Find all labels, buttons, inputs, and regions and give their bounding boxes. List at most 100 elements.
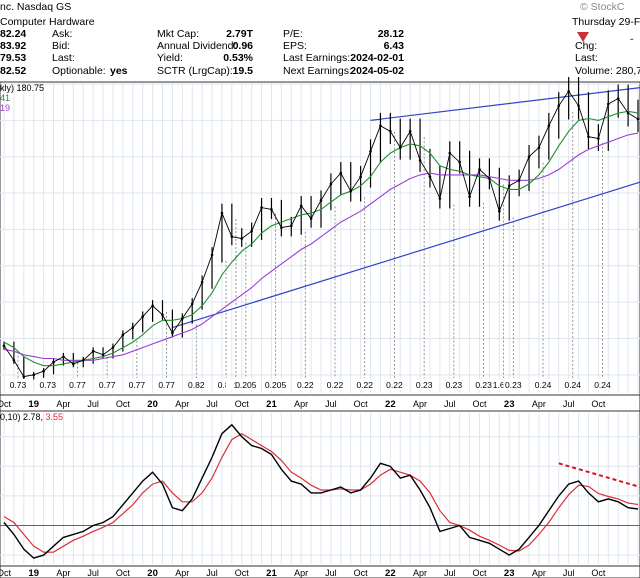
header: nc. Nasdaq GS © StockC Computer Hardware… (0, 1, 640, 77)
ma-short-label: 41 (0, 93, 10, 103)
price-point (270, 208, 273, 211)
dividend-label: 0.23 (505, 380, 522, 390)
price-point (557, 104, 561, 108)
price-point (72, 362, 75, 366)
x-tick-bottom: Apr (56, 568, 70, 578)
dividend-label-bg (354, 379, 375, 390)
price-point (42, 369, 45, 373)
price-point (398, 146, 402, 149)
header-value-c-3: 2024-05-02 (350, 65, 404, 77)
x-tick-top: Apr (413, 399, 427, 409)
dividend-label: 0.22 (356, 380, 373, 390)
dividend-label: 0.73 (39, 380, 56, 390)
price-point (101, 353, 105, 357)
x-tick-bottom: Jul (87, 568, 99, 578)
header-value-c-0: 28.12 (378, 28, 404, 40)
header-label-a-3: Optionable: (52, 65, 106, 77)
macd-panel: 0,10) 2.78, 3.55 (0, 410, 640, 567)
header-value-b-0: 2.79T (226, 28, 253, 40)
dividend-label-bg (126, 379, 147, 390)
dividend-label: 0.205 (235, 380, 257, 390)
price-point (319, 199, 323, 202)
price-point (587, 135, 590, 139)
header-value-1: 83.92 (0, 40, 26, 52)
dividend-label: 0.77 (158, 380, 175, 390)
header-label-b-1: Annual Dividend: (157, 40, 236, 52)
price-point (438, 197, 442, 200)
x-tick-top: Oct (116, 399, 131, 409)
header-right-2: Last: (575, 52, 598, 64)
price-point (527, 155, 531, 159)
dividend-label-bg (473, 379, 494, 390)
x-tick-top: Jul (87, 399, 99, 409)
price-point (32, 373, 36, 377)
x-axis-bottom: Oct 19 Apr Jul Oct 20 Apr Jul Oct 21 Apr Jul Oct 22 Ap… (0, 568, 606, 578)
price-panel: 0.730.730.770.770.770.770.820.8210.2050.… (0, 77, 640, 396)
x-tick-bottom: 22 (385, 568, 396, 578)
chg-sign: - (630, 33, 634, 45)
x-tick-bottom: 21 (266, 568, 277, 578)
x-tick-top: Apr (175, 399, 189, 409)
x-tick-bottom: Jul (206, 568, 218, 578)
macd-divergence-line (558, 462, 640, 488)
x-tick-bottom: 23 (504, 568, 515, 578)
price-panel-frame (0, 81, 640, 396)
header-label-c-1: EPS: (283, 40, 307, 52)
x-tick-bottom: Oct (116, 568, 131, 578)
header-label-b-3: SCTR (LrgCap): (157, 65, 233, 77)
x-tick-bottom: 20 (147, 568, 158, 578)
header-label-a-2: Last: (52, 52, 75, 64)
dividend-label: 0.22 (327, 380, 344, 390)
x-tick-bottom: 19 (28, 568, 39, 578)
down-arrow-icon (577, 32, 589, 42)
ma-long-label: 19 (0, 103, 10, 113)
dividend-label: 0.77 (129, 380, 146, 390)
resistance-trendline (370, 87, 640, 121)
price-point (181, 317, 184, 320)
price-point (240, 237, 244, 240)
dividend-label: 0.22 (297, 380, 314, 390)
price-point (597, 137, 600, 140)
x-tick-top: Jul (325, 399, 337, 409)
x-tick-top: Apr (532, 399, 546, 409)
macd-line (3, 423, 639, 559)
dividend-label: 0.23 (446, 380, 463, 390)
x-tick-top: Apr (294, 399, 308, 409)
x-tick-top: Oct (472, 399, 487, 409)
support-trendline (172, 181, 640, 329)
header-right-3: Volume: 280,7 (575, 65, 640, 77)
ma-short-line (3, 110, 639, 367)
price-point (131, 326, 135, 329)
price-point (250, 229, 253, 233)
company-line: nc. Nasdaq GS (0, 1, 71, 13)
price-point (379, 124, 382, 128)
header-value-b-2: 0.53% (223, 52, 253, 64)
x-tick-bottom: Apr (175, 568, 189, 578)
price-point (151, 304, 154, 308)
dividend-label-bg (8, 379, 28, 390)
dividend-label-bg (503, 379, 524, 390)
x-tick-bottom: Apr (532, 568, 546, 578)
price-point (22, 375, 26, 378)
x-tick-top: 19 (28, 399, 39, 410)
price-point (200, 280, 204, 284)
price-point (230, 235, 234, 238)
x-tick-top: Jul (206, 399, 218, 409)
price-point (210, 253, 214, 257)
x-tick-top: 21 (266, 399, 277, 410)
dividend-label-bg (562, 379, 583, 390)
price-point (62, 355, 65, 358)
header-value-0: 82.24 (0, 28, 26, 40)
header-label-c-2: Last Earnings: (283, 52, 350, 64)
price-point (171, 331, 174, 335)
price-point (458, 160, 461, 164)
dividend-label-bg (97, 379, 118, 390)
header-value-b-1: 0.96 (233, 40, 254, 52)
price-point (498, 209, 501, 213)
dividend-label-bg (384, 379, 405, 390)
dividend-label: 0.22 (386, 380, 403, 390)
macd-label: 0,10) 2.78, 3.55 (0, 412, 63, 422)
dividend-label-bg (235, 379, 256, 390)
dividend-label-bg (265, 379, 286, 390)
